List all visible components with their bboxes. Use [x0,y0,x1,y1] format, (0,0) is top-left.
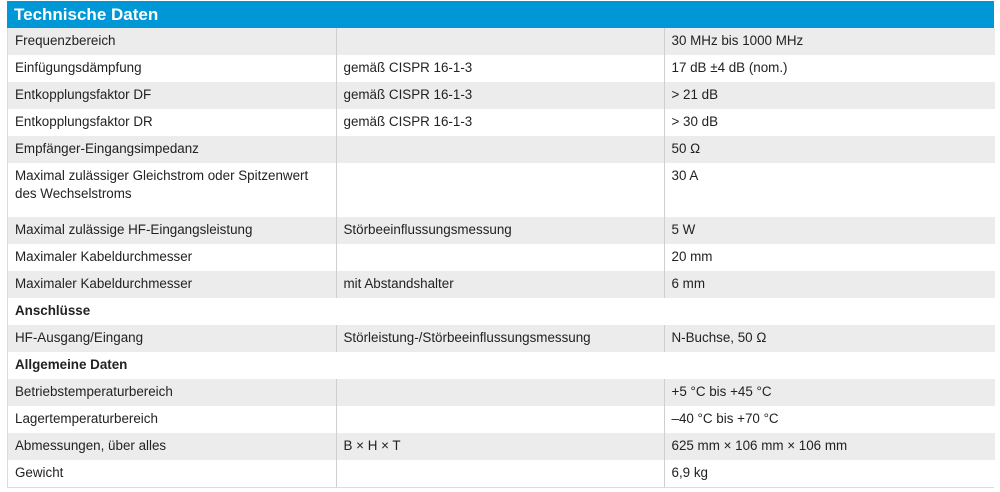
spec-value-cell: 20 mm [664,244,995,271]
spec-value-cell: –40 °C bis +70 °C [664,406,995,433]
spec-condition-cell: Störbeeinflussungsmessung [336,217,665,244]
spec-name-cell: Maximaler Kabeldurchmesser [8,244,337,271]
spec-value-cell: > 30 dB [664,109,995,136]
spec-name-cell: Entkopplungsfaktor DR [8,109,337,136]
table-row: Abmessungen, über alles B × H × T 625 mm ×… [8,433,995,460]
table-row: Maximaler Kabeldurchmesser mit Abstandsha… [8,271,995,298]
spec-name-cell: Einfügungsdämpfung [8,55,337,82]
spec-name-cell: Gewicht [8,460,337,487]
spec-value-cell: 625 mm × 106 mm × 106 mm [664,433,995,460]
spec-condition-cell [336,406,665,433]
spec-name-cell: Abmessungen, über alles [8,433,337,460]
spec-value-cell: 5 W [664,217,995,244]
spec-name-cell: Maximal zulässige HF-Eingangsleistung [8,217,337,244]
table-row: Empfänger-Eingangsimpedanz 50 Ω [8,136,995,163]
spec-table-body: Frequenzbereich 30 MHz bis 1000 MHz Einfüg… [8,28,995,487]
spec-sheet: Technische Daten Frequenzbereich 30 MHz b… [7,1,995,488]
spec-condition-cell: gemäß CISPR 16-1-3 [336,82,665,109]
spec-condition-cell [336,244,665,271]
table-row: Maximal zulässiger Gleichstrom oder Spit… [8,163,995,217]
spec-table: Frequenzbereich 30 MHz bis 1000 MHz Einfüg… [8,28,995,487]
spec-name-cell: Entkopplungsfaktor DF [8,82,337,109]
table-row: Betriebstemperaturbereich +5 °C bis +45 °… [8,379,995,406]
table-row: Entkopplungsfaktor DF gemäß CISPR 16-1-3 >… [8,82,995,109]
spec-value-cell: 30 A [664,163,995,217]
table-row: Entkopplungsfaktor DR gemäß CISPR 16-1-3 >… [8,109,995,136]
spec-condition-cell [336,460,665,487]
spec-value-cell: N-Buchse, 50 Ω [664,325,995,352]
spec-condition-cell: Störleistung-/Störbeeinflussungsmessung [336,325,665,352]
spec-value-cell: 30 MHz bis 1000 MHz [664,28,995,55]
section-header-row: Anschlüsse [8,298,995,325]
spec-name-cell: Empfänger-Eingangsimpedanz [8,136,337,163]
spec-condition-cell: gemäß CISPR 16-1-3 [336,55,665,82]
table-row: HF-Ausgang/Eingang Störleistung-/Störbeei… [8,325,995,352]
section-heading: Anschlüsse [8,298,995,325]
spec-value-cell: 50 Ω [664,136,995,163]
table-row: Maximaler Kabeldurchmesser 20 mm [8,244,995,271]
spec-value-cell: 17 dB ±4 dB (nom.) [664,55,995,82]
spec-condition-cell: B × H × T [336,433,665,460]
table-frame: Frequenzbereich 30 MHz bis 1000 MHz Einfüg… [7,28,995,488]
spec-value-cell: +5 °C bis +45 °C [664,379,995,406]
table-row: Gewicht 6,9 kg [8,460,995,487]
section-heading: Allgemeine Daten [8,352,995,379]
spec-condition-cell [336,136,665,163]
spec-value-cell: 6 mm [664,271,995,298]
spec-name-cell: Maximaler Kabeldurchmesser [8,271,337,298]
spec-name-cell: Lagertemperaturbereich [8,406,337,433]
section-header-row: Allgemeine Daten [8,352,995,379]
spec-condition-cell: mit Abstandshalter [336,271,665,298]
table-row: Lagertemperaturbereich –40 °C bis +70 °C [8,406,995,433]
table-row: Einfügungsdämpfung gemäß CISPR 16-1-3 17 d… [8,55,995,82]
spec-condition-cell [336,163,665,217]
spec-name-cell: Frequenzbereich [8,28,337,55]
spec-condition-cell [336,28,665,55]
table-title: Technische Daten [7,1,994,28]
spec-condition-cell: gemäß CISPR 16-1-3 [336,109,665,136]
table-row: Maximal zulässige HF-Eingangsleistung Stö… [8,217,995,244]
spec-name-cell: Maximal zulässiger Gleichstrom oder Spit… [8,163,337,217]
spec-name-cell: HF-Ausgang/Eingang [8,325,337,352]
spec-name-cell: Betriebstemperaturbereich [8,379,337,406]
table-row: Frequenzbereich 30 MHz bis 1000 MHz [8,28,995,55]
spec-value-cell: > 21 dB [664,82,995,109]
spec-condition-cell [336,379,665,406]
spec-value-cell: 6,9 kg [664,460,995,487]
